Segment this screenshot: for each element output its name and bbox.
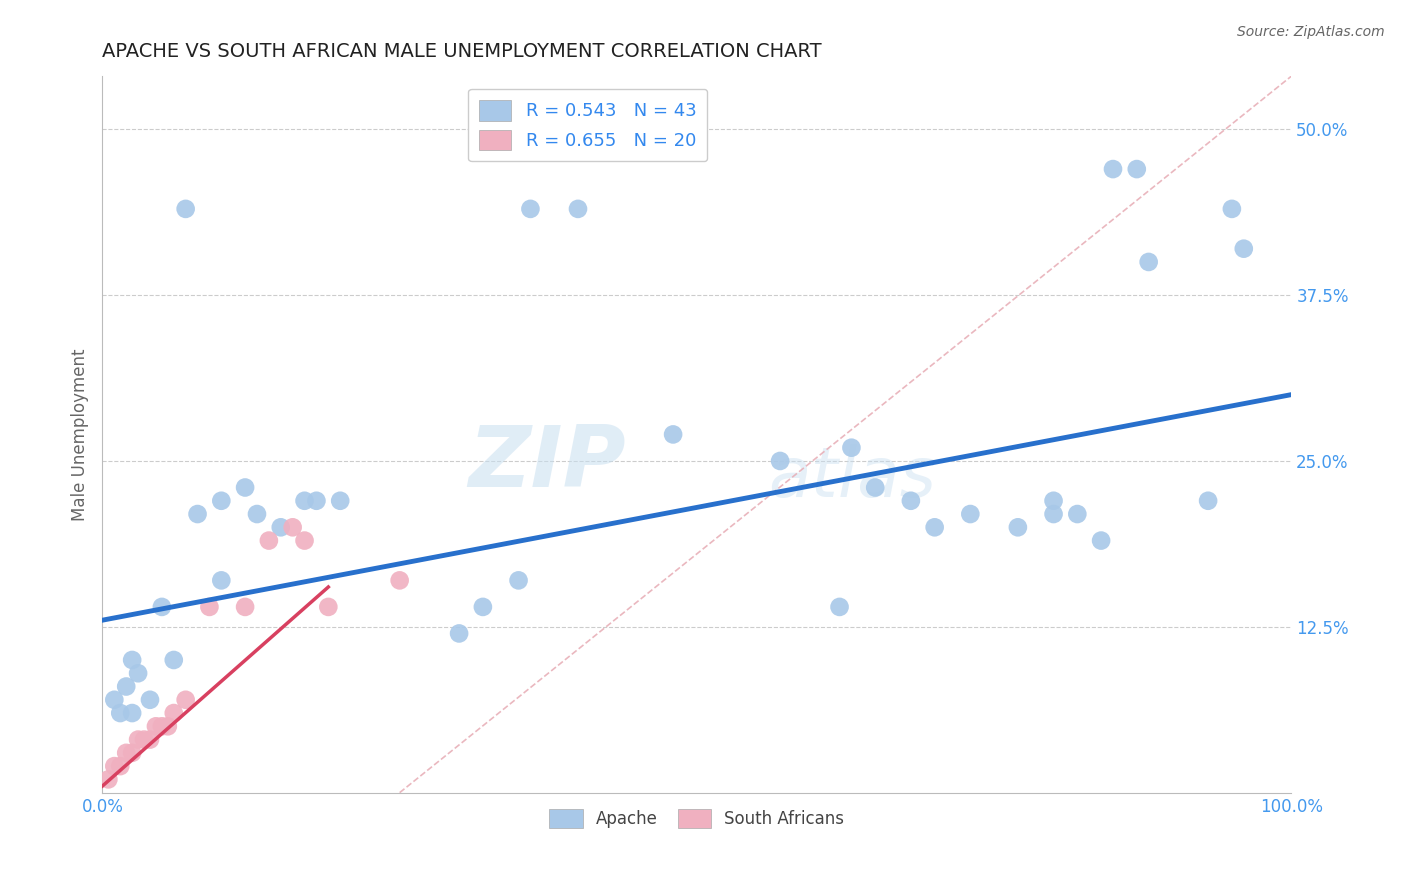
Point: [662, 427, 685, 442]
Point: [281, 520, 304, 534]
Text: APACHE VS SOUTH AFRICAN MALE UNEMPLOYMENT CORRELATION CHART: APACHE VS SOUTH AFRICAN MALE UNEMPLOYMEN…: [103, 42, 823, 61]
Point: [233, 599, 256, 614]
Point: [174, 202, 197, 216]
Point: [449, 626, 471, 640]
Point: [150, 599, 173, 614]
Point: [508, 574, 530, 588]
Point: [110, 759, 132, 773]
Point: [1197, 493, 1219, 508]
Y-axis label: Male Unemployment: Male Unemployment: [72, 348, 89, 521]
Point: [769, 454, 792, 468]
Point: [305, 493, 328, 508]
Point: [519, 202, 541, 216]
Point: [121, 653, 143, 667]
Point: [1102, 162, 1125, 177]
Text: ZIP: ZIP: [468, 422, 626, 505]
Point: [318, 599, 340, 614]
Point: [257, 533, 280, 548]
Text: atlas: atlas: [768, 444, 936, 511]
Point: [1126, 162, 1149, 177]
Point: [828, 599, 851, 614]
Point: [187, 507, 209, 521]
Point: [174, 693, 197, 707]
Point: [1137, 255, 1160, 269]
Point: [1233, 242, 1256, 256]
Point: [270, 520, 292, 534]
Point: [294, 493, 316, 508]
Point: [246, 507, 269, 521]
Point: [209, 574, 232, 588]
Point: [103, 759, 125, 773]
Point: [294, 533, 316, 548]
Point: [115, 746, 138, 760]
Point: [121, 706, 143, 720]
Point: [139, 693, 162, 707]
Point: [233, 481, 256, 495]
Point: [388, 574, 411, 588]
Point: [127, 732, 149, 747]
Point: [150, 719, 173, 733]
Point: [209, 493, 232, 508]
Point: [1220, 202, 1243, 216]
Point: [1042, 507, 1064, 521]
Point: [127, 666, 149, 681]
Legend: Apache, South Africans: Apache, South Africans: [543, 802, 851, 835]
Point: [1042, 493, 1064, 508]
Point: [900, 493, 922, 508]
Point: [567, 202, 589, 216]
Point: [1090, 533, 1112, 548]
Point: [924, 520, 946, 534]
Point: [959, 507, 981, 521]
Point: [163, 706, 186, 720]
Point: [198, 599, 221, 614]
Point: [1066, 507, 1088, 521]
Point: [841, 441, 863, 455]
Point: [103, 693, 125, 707]
Point: [97, 772, 120, 787]
Point: [863, 481, 886, 495]
Point: [115, 680, 138, 694]
Point: [329, 493, 352, 508]
Point: [471, 599, 494, 614]
Point: [163, 653, 186, 667]
Point: [121, 746, 143, 760]
Point: [132, 732, 155, 747]
Point: [139, 732, 162, 747]
Point: [1007, 520, 1029, 534]
Point: [145, 719, 167, 733]
Point: [156, 719, 179, 733]
Text: Source: ZipAtlas.com: Source: ZipAtlas.com: [1237, 25, 1385, 39]
Point: [110, 706, 132, 720]
